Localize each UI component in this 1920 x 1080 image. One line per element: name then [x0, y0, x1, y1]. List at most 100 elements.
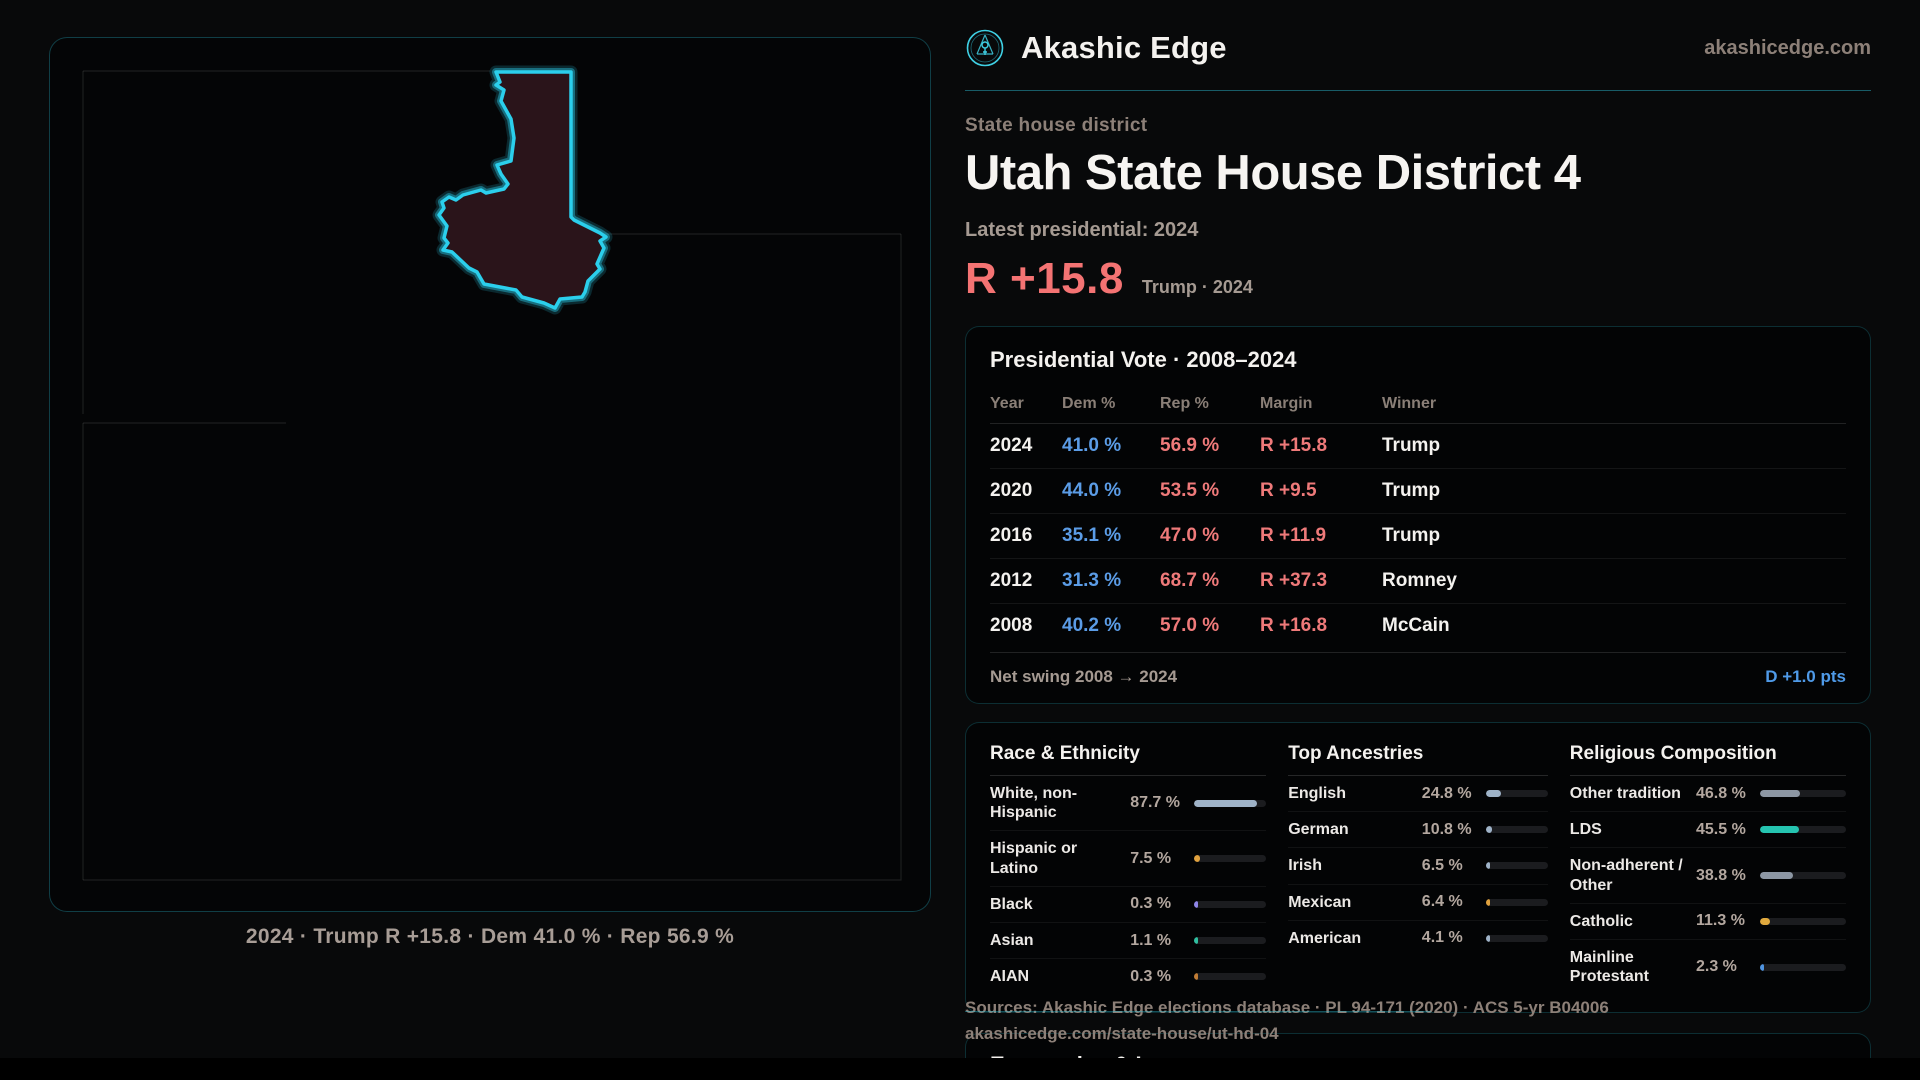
- stat-value: 11.3 %: [1695, 912, 1745, 930]
- stat-bar: [1194, 900, 1267, 908]
- ancestries-title: Top Ancestries: [1288, 743, 1548, 776]
- stat-bar: [1485, 826, 1548, 834]
- stat-row: American 4.1 %: [1288, 921, 1548, 956]
- stat-bar: [1194, 855, 1267, 863]
- vote-cell-marg: R +9.5: [1260, 480, 1317, 501]
- stat-value: 1.1 %: [1130, 931, 1172, 949]
- stat-value: 6.5 %: [1421, 856, 1463, 874]
- stat-bar: [1194, 799, 1267, 807]
- stat-label: LDS: [1569, 821, 1602, 839]
- vote-table-header: Year Dem % Rep % Margin Winner: [990, 387, 1846, 424]
- stat-row: White, non-Hispanic 87.7 %: [990, 776, 1267, 832]
- stat-bar: [1759, 917, 1846, 925]
- vote-row: 2020 44.0 % 53.5 % R +9.5 Trump: [990, 469, 1846, 514]
- vote-cell-marg: R +11.9: [1260, 525, 1327, 546]
- stat-row: Hispanic or Latino 7.5 %: [990, 831, 1267, 887]
- stat-row: Asian 1.1 %: [990, 923, 1267, 960]
- stat-bar-fill: [1759, 917, 1770, 925]
- vote-cell-rep: 47.0 %: [1160, 525, 1220, 546]
- stat-bar-fill: [1194, 855, 1200, 863]
- vote-cell-dem: 41.0 %: [1062, 435, 1122, 456]
- stat-bar: [1485, 934, 1548, 942]
- stat-label: Irish: [1288, 857, 1322, 875]
- stat-bar-fill: [1759, 872, 1794, 880]
- stat-bar: [1485, 862, 1548, 870]
- stat-bar-fill: [1194, 900, 1199, 908]
- vote-cell-marg: R +37.3: [1260, 570, 1328, 591]
- stat-bar: [1759, 826, 1846, 834]
- stat-label: German: [1288, 821, 1349, 839]
- eyebrow-label: State house district: [965, 115, 1148, 136]
- stat-label: Asian: [990, 931, 1034, 949]
- vote-cell-year: 2012: [990, 570, 1033, 591]
- stat-bar-fill: [1485, 898, 1490, 906]
- latest-presidential-label: Latest presidential: 2024: [965, 219, 1199, 241]
- net-swing-row: Net swing 2008 → 2024 D +1.0 pts: [990, 652, 1846, 687]
- col-header-winner: Winner: [1382, 395, 1437, 412]
- vote-cell-year: 2008: [990, 615, 1033, 636]
- stat-bar-fill: [1759, 826, 1800, 834]
- stat-bar-fill: [1485, 790, 1502, 798]
- col-header-margin: Margin: [1260, 395, 1313, 412]
- vote-row: 2016 35.1 % 47.0 % R +11.9 Trump: [990, 514, 1846, 559]
- margin-value: R +15.8: [965, 254, 1124, 303]
- stat-bar: [1759, 963, 1846, 971]
- stat-row: Non-adherent / Other 38.8 %: [1569, 848, 1846, 904]
- stat-bar-fill: [1194, 799, 1258, 807]
- presidential-vote-card: Presidential Vote · 2008–2024 Year Dem %…: [965, 326, 1871, 704]
- stat-label: Mexican: [1288, 893, 1352, 911]
- vote-cell-year: 2024: [990, 435, 1033, 456]
- stat-bar: [1485, 790, 1548, 798]
- vote-cell-rep: 68.7 %: [1160, 570, 1220, 591]
- sources-line: Sources: Akashic Edge elections database…: [965, 998, 1609, 1017]
- stat-bar: [1194, 937, 1267, 945]
- religion-title: Religious Composition: [1569, 743, 1846, 776]
- stat-label: Catholic: [1569, 912, 1633, 930]
- stat-value: 7.5 %: [1130, 849, 1172, 867]
- utah-map: [82, 65, 902, 881]
- stat-bar-fill: [1485, 862, 1490, 870]
- stat-label: Non-adherent / Other: [1569, 857, 1683, 894]
- stat-row: Irish 6.5 %: [1288, 848, 1548, 885]
- stat-value: 2.3 %: [1695, 958, 1737, 976]
- vote-cell-marg: R +15.8: [1260, 435, 1328, 456]
- stat-row: English 24.8 %: [1288, 776, 1548, 813]
- religion-section: Religious Composition Other tradition 46.…: [1569, 743, 1846, 994]
- stat-value: 4.1 %: [1421, 929, 1463, 947]
- sources-footer: Sources: Akashic Edge elections database…: [965, 998, 1609, 1044]
- vote-cell-rep: 56.9 %: [1160, 435, 1220, 456]
- brand-name: Akashic Edge: [1021, 30, 1227, 65]
- ancestries-section: Top Ancestries English 24.8 % German 10.8 %…: [1288, 743, 1548, 994]
- col-header-rep: Rep %: [1160, 395, 1209, 412]
- stat-label: Hispanic or Latino: [990, 840, 1078, 877]
- vote-cell-win: McCain: [1382, 615, 1450, 636]
- margin-note: Trump · 2024: [1141, 277, 1253, 297]
- vote-cell-marg: R +16.8: [1260, 615, 1328, 636]
- stat-value: 24.8 %: [1421, 784, 1472, 802]
- stat-bar-fill: [1759, 790, 1801, 798]
- district-shape: [432, 65, 613, 315]
- stat-row: Mainline Protestant 2.3 %: [1570, 940, 1846, 994]
- page-title: Utah State House District 4: [965, 146, 1581, 200]
- vote-row: 2024 41.0 % 56.9 % R +15.8 Trump: [990, 424, 1846, 469]
- race-ethnicity-section: Race & Ethnicity White, non-Hispanic 87.7…: [990, 743, 1267, 994]
- stat-row: Catholic 11.3 %: [1569, 904, 1846, 940]
- stat-bar-fill: [1485, 826, 1493, 834]
- vote-cell-win: Trump: [1382, 480, 1441, 501]
- stat-value: 87.7 %: [1130, 794, 1180, 812]
- vote-table: Year Dem % Rep % Margin Winner 2024 41.0 …: [990, 387, 1846, 648]
- col-header-dem: Dem %: [1062, 395, 1116, 412]
- stat-value: 0.3 %: [1130, 967, 1172, 985]
- net-swing-label: Net swing 2008 → 2024: [990, 667, 1178, 686]
- stat-bar: [1759, 790, 1846, 798]
- vote-cell-year: 2016: [990, 525, 1033, 546]
- vote-cell-dem: 44.0 %: [1062, 480, 1122, 501]
- stat-value: 45.5 %: [1695, 820, 1746, 838]
- stat-value: 38.8 %: [1695, 866, 1746, 884]
- stat-row: AIAN 0.3 %: [990, 959, 1267, 994]
- vote-row: 2012 31.3 % 68.7 % R +37.3 Romney: [990, 559, 1846, 604]
- stat-row: Other tradition 46.8 %: [1569, 776, 1846, 813]
- vote-cell-win: Trump: [1382, 435, 1441, 456]
- col-header-year: Year: [990, 395, 1024, 412]
- stat-bar: [1485, 898, 1548, 906]
